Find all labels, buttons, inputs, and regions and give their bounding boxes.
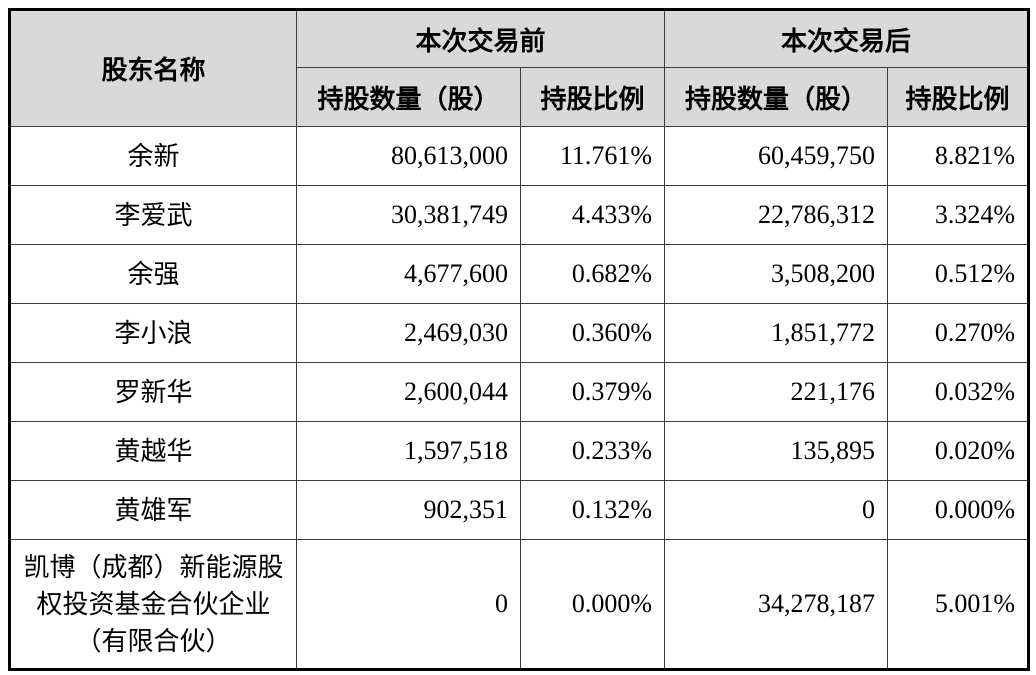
table-header: 股东名称 本次交易前 本次交易后 持股数量（股） 持股比例 持股数量（股） 持股… [9,9,1030,127]
cell-after-ratio: 8.821% [887,126,1030,186]
cell-before-shares: 0 [296,539,521,670]
cell-after-ratio: 5.001% [887,539,1030,670]
cell-after-shares: 135,895 [664,421,889,481]
cell-after-shares: 22,786,312 [664,185,889,245]
cell-before-shares: 2,600,044 [296,362,521,422]
cell-before-ratio: 0.132% [519,480,666,540]
table-row: 黄雄军 902,351 0.132% 0 0.000% [9,480,1030,540]
cell-before-shares: 4,677,600 [296,244,521,304]
cell-after-shares: 1,851,772 [664,303,889,363]
cell-shareholder-name: 余新 [9,126,297,186]
cell-after-ratio: 0.020% [887,421,1030,481]
cell-shareholder-name: 黄越华 [9,421,297,481]
cell-before-shares: 30,381,749 [296,185,521,245]
table-row: 李爱武 30,381,749 4.433% 22,786,312 3.324% [9,185,1030,245]
cell-before-ratio: 4.433% [519,185,666,245]
cell-before-shares: 1,597,518 [296,421,521,481]
cell-before-ratio: 0.233% [519,421,666,481]
cell-before-ratio: 0.360% [519,303,666,363]
shareholding-table-container: 股东名称 本次交易前 本次交易后 持股数量（股） 持股比例 持股数量（股） 持股… [8,8,1031,671]
cell-before-shares: 2,469,030 [296,303,521,363]
cell-after-shares: 34,278,187 [664,539,889,670]
cell-after-ratio: 0.032% [887,362,1030,422]
col-header-before-shares: 持股数量（股） [296,67,521,127]
cell-after-shares: 60,459,750 [664,126,889,186]
col-header-after-ratio: 持股比例 [887,67,1030,127]
cell-shareholder-name: 凯博（成都）新能源股权投资基金合伙企业（有限合伙） [9,539,297,670]
table-row: 余强 4,677,600 0.682% 3,508,200 0.512% [9,244,1030,304]
col-header-before-ratio: 持股比例 [519,67,666,127]
cell-after-ratio: 0.270% [887,303,1030,363]
cell-shareholder-name: 李小浪 [9,303,297,363]
cell-before-shares: 902,351 [296,480,521,540]
cell-before-ratio: 0.682% [519,244,666,304]
table-row: 罗新华 2,600,044 0.379% 221,176 0.032% [9,362,1030,422]
cell-after-ratio: 3.324% [887,185,1030,245]
table-row: 李小浪 2,469,030 0.360% 1,851,772 0.270% [9,303,1030,363]
cell-after-shares: 3,508,200 [664,244,889,304]
col-header-after-transaction: 本次交易后 [664,9,1030,68]
table-row: 凯博（成都）新能源股权投资基金合伙企业（有限合伙） 0 0.000% 34,27… [9,539,1030,670]
table-row: 余新 80,613,000 11.761% 60,459,750 8.821% [9,126,1030,186]
cell-before-ratio: 11.761% [519,126,666,186]
cell-shareholder-name: 罗新华 [9,362,297,422]
header-group-row: 股东名称 本次交易前 本次交易后 [9,9,1030,127]
shareholding-table: 股东名称 本次交易前 本次交易后 持股数量（股） 持股比例 持股数量（股） 持股… [8,8,1031,671]
cell-shareholder-name: 黄雄军 [9,480,297,540]
header-sub-row: 持股数量（股） 持股比例 持股数量（股） 持股比例 [10,67,1030,127]
cell-shareholder-name: 余强 [9,244,297,304]
cell-shareholder-name: 李爱武 [9,185,297,245]
table-row: 黄越华 1,597,518 0.233% 135,895 0.020% [9,421,1030,481]
cell-after-shares: 0 [664,480,889,540]
cell-before-ratio: 0.000% [519,539,666,670]
cell-after-ratio: 0.512% [887,244,1030,304]
col-header-before-transaction: 本次交易前 [295,9,666,68]
cell-before-shares: 80,613,000 [296,126,521,186]
col-header-after-shares: 持股数量（股） [664,67,889,127]
cell-before-ratio: 0.379% [519,362,666,422]
col-header-shareholder-name: 股东名称 [9,9,297,127]
cell-after-shares: 221,176 [664,362,889,422]
table-body: 余新 80,613,000 11.761% 60,459,750 8.821% … [9,126,1030,670]
cell-after-ratio: 0.000% [887,480,1030,540]
